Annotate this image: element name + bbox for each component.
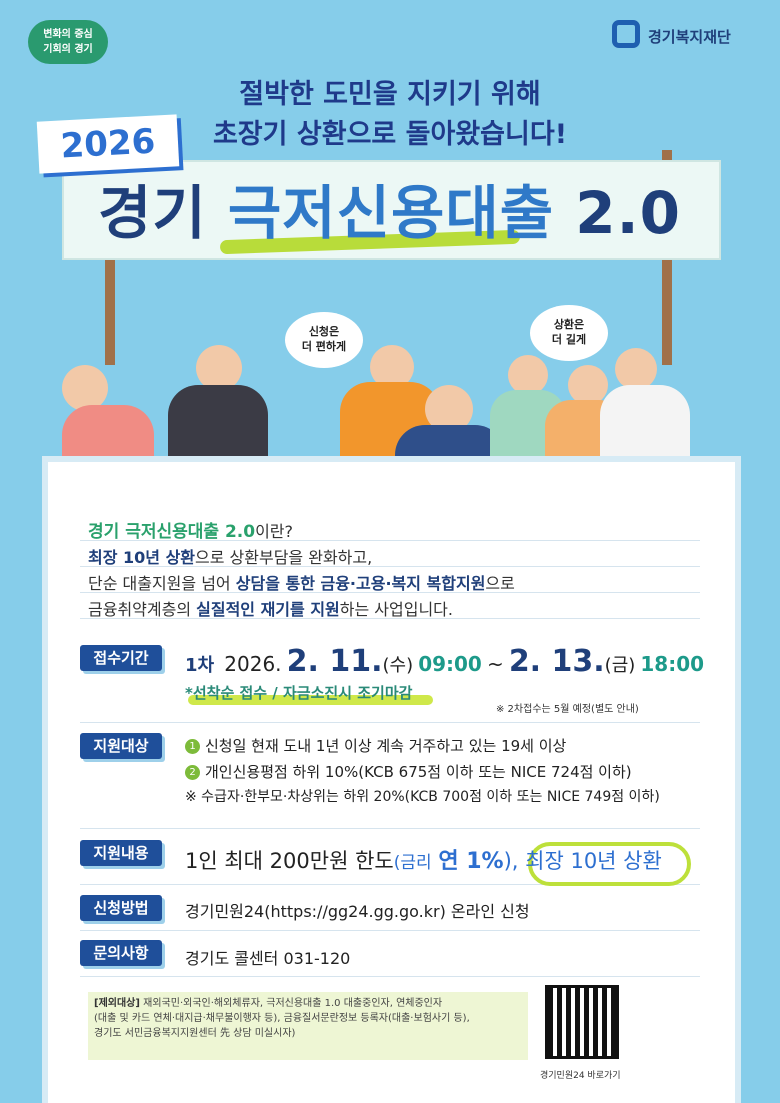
bubble-line: 더 편하게 <box>301 340 347 353</box>
title-prefix: 경기 <box>97 179 207 247</box>
intro-line: 경기 극저신용대출 2.0이란? <box>88 517 293 542</box>
bubble-line: 신청은 <box>308 325 340 338</box>
person-head <box>370 345 414 389</box>
end-date: 2. 13. <box>508 644 605 679</box>
intro-line: 단순 대출지원을 넘어 상담을 통한 금융·고용·복지 복합지원으로 <box>88 570 515 594</box>
intro-text: 이란? <box>255 522 294 541</box>
start-day: (수) <box>382 655 414 676</box>
note-highlight <box>188 695 433 705</box>
content-text: ), <box>503 849 519 873</box>
person-head <box>568 365 608 405</box>
item-text: 신청일 현재 도내 1년 이상 계속 거주하고 있는 19세 이상 <box>205 737 567 755</box>
bubble-line: 상환은 <box>553 318 585 331</box>
exclusion-line: (대출 및 카드 연체·대지급·채무불이행자 등), 금융질서문란정보 등록자(… <box>94 1013 470 1024</box>
start-date: 2. 11. <box>286 644 383 679</box>
sign-post <box>105 255 115 365</box>
headline: 초장기 상환으로 돌아왔습니다! <box>212 119 568 150</box>
intro-line: 금융취약계층의 실질적인 재기를 지원하는 사업입니다. <box>88 596 453 620</box>
item-text: 개인신용평점 하위 10%(KCB 675점 이하 또는 NICE 724점 이… <box>205 763 632 781</box>
end-day: (금) <box>604 655 636 676</box>
period-year: 2026. <box>224 652 282 676</box>
rule <box>80 976 700 977</box>
person-head <box>508 355 548 395</box>
start-time: 09:00 <box>418 652 482 676</box>
exclusion-box: [제외대상] 재외국민·외국인·해외체류자, 극저신용대출 1.0 대출중인자,… <box>88 992 528 1060</box>
period-note: *선착순 접수 / 자금소진시 조기마감 <box>185 684 413 702</box>
period-footnote: ※ 2차접수는 5월 예정(별도 안내) <box>496 704 639 715</box>
section-label: 지원내용 <box>80 840 162 866</box>
intro-text: 단순 대출지원을 넘어 <box>88 574 236 593</box>
intro-text: 으로 <box>485 574 515 593</box>
rule <box>80 884 700 885</box>
content-text: 최장 10년 상환 <box>525 849 662 873</box>
exclusion-label: [제외대상] <box>94 998 140 1009</box>
content-text: 연 1% <box>438 849 504 874</box>
contact-text: 경기도 콜센터 031-120 <box>185 949 351 968</box>
content-text: 1인 최대 200만원 한도 <box>185 849 394 873</box>
section-label: 지원대상 <box>80 733 162 759</box>
year-tag: 2026 <box>36 114 180 174</box>
qr-caption: 경기민원24 바로가기 <box>540 1071 621 1081</box>
person-head <box>62 365 108 411</box>
rule <box>80 540 700 541</box>
org-logo <box>612 20 640 48</box>
intro-text: 금융취약계층의 <box>88 600 197 619</box>
person-body <box>600 385 690 465</box>
intro-text: 상담을 통한 금융·고용·복지 복합지원 <box>235 574 486 593</box>
rule <box>80 618 700 619</box>
qr-code[interactable] <box>545 985 619 1059</box>
rule <box>80 592 700 593</box>
person-body <box>62 405 154 465</box>
item-number: 2 <box>185 765 200 780</box>
circle-highlight <box>528 842 691 886</box>
content-text: (금리 <box>393 853 432 873</box>
intro-text: 경기 극저신용대출 2.0 <box>88 522 256 542</box>
intro-text: 으로 상환부담을 완화하고, <box>195 548 373 567</box>
content-line: 1인 최대 200만원 한도(금리 연 1%), 최장 10년 상환 <box>185 843 662 875</box>
section-label: 문의사항 <box>80 940 162 966</box>
intro-text: 최장 10년 상환 <box>88 548 196 567</box>
separator: ~ <box>486 652 504 676</box>
item-number: 1 <box>185 739 200 754</box>
method-text: 경기민원24(https://gg24.gg.go.kr) 온라인 신청 <box>185 902 530 921</box>
person-head <box>615 348 657 390</box>
rule <box>80 722 700 723</box>
main-title: 경기 극저신용대출 2.0 <box>62 166 717 250</box>
section-label: 접수기간 <box>80 645 162 671</box>
target-note: ※ 수급자·한부모·차상위는 하위 20%(KCB 700점 이하 또는 NIC… <box>185 789 660 805</box>
badge-line: 변화의 중심 <box>43 29 93 40</box>
target-item: 2 개인신용평점 하위 10%(KCB 675점 이하 또는 NICE 724점 … <box>185 761 632 782</box>
exclusion-line: 재외국민·외국인·해외체류자, 극저신용대출 1.0 대출중인자, 연체중인자 <box>143 998 443 1009</box>
person-body <box>168 385 268 465</box>
section-label: 신청방법 <box>80 895 162 921</box>
rule <box>80 930 700 931</box>
exclusion-line: 경기도 서민금융복지지원센터 先 상담 미실시자) <box>94 1028 296 1039</box>
round: 1차 <box>185 655 215 676</box>
rule <box>80 566 700 567</box>
title-main: 극저신용대출 <box>227 179 555 247</box>
intro-text: 하는 사업입니다. <box>339 600 453 619</box>
intro-text: 실질적인 재기를 지원 <box>196 600 340 619</box>
org-name: 경기복지재단 <box>648 28 731 46</box>
title-version: 2.0 <box>575 179 682 247</box>
person-head <box>196 345 242 391</box>
period-line: 1차 2026. 2. 11.(수) 09:00 ~ 2. 13.(금) 18:… <box>185 644 704 679</box>
intro-line: 최장 10년 상환으로 상환부담을 완화하고, <box>88 544 372 568</box>
end-time: 18:00 <box>640 652 705 676</box>
rule <box>80 828 700 829</box>
bubble-line: 더 길게 <box>551 333 587 346</box>
headline: 절박한 도민을 지키기 위해 <box>239 79 541 110</box>
badge-line: 기회의 경기 <box>43 44 93 55</box>
target-item: 1 신청일 현재 도내 1년 이상 계속 거주하고 있는 19세 이상 <box>185 735 566 756</box>
